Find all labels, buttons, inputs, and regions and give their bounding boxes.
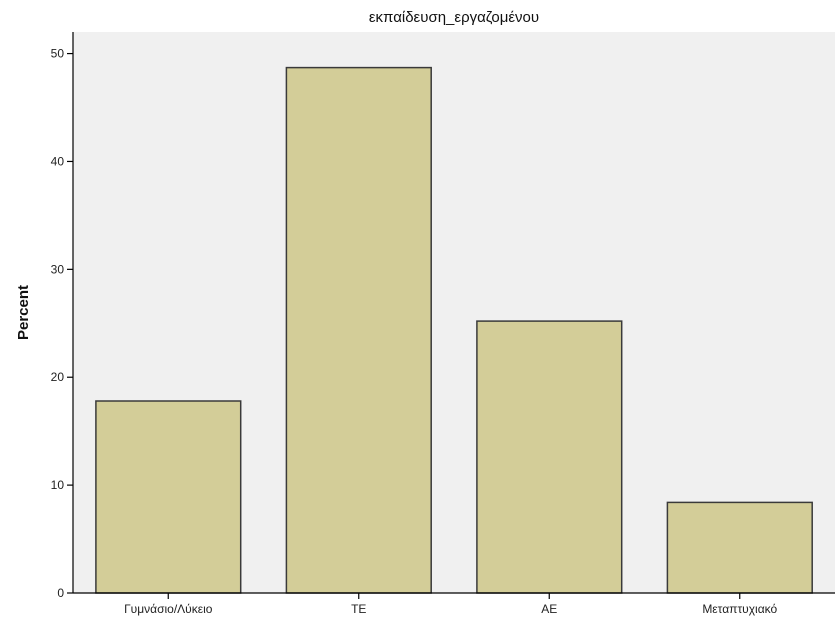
y-tick-label-5: 50	[51, 47, 65, 61]
x-axis: Γυμνάσιο/Λύκειο ΤΕ ΑΕ Μεταπτυχιακό	[73, 592, 835, 616]
bar-1	[285, 66, 432, 594]
bar-3	[666, 501, 813, 594]
x-tick-label-2: ΑΕ	[541, 602, 557, 616]
chart-title: εκπαίδευση_εργαζομένου	[369, 9, 539, 26]
y-axis-label: Percent	[15, 285, 32, 340]
y-tick-label-3: 30	[51, 262, 65, 276]
y-tick-label-0: 0	[57, 586, 64, 600]
bar-0	[95, 400, 242, 594]
x-tick-label-0: Γυμνάσιο/Λύκειο	[124, 602, 213, 616]
bars-group	[95, 66, 813, 594]
y-tick-label-2: 20	[51, 370, 65, 384]
y-axis: 0 10 20 30 40 50	[51, 32, 74, 600]
y-tick-label-1: 10	[51, 478, 65, 492]
y-tick-label-4: 40	[51, 154, 65, 168]
x-tick-label-3: Μεταπτυχιακό	[702, 602, 777, 616]
bar-2	[476, 320, 623, 594]
x-tick-label-1: ΤΕ	[351, 602, 366, 616]
